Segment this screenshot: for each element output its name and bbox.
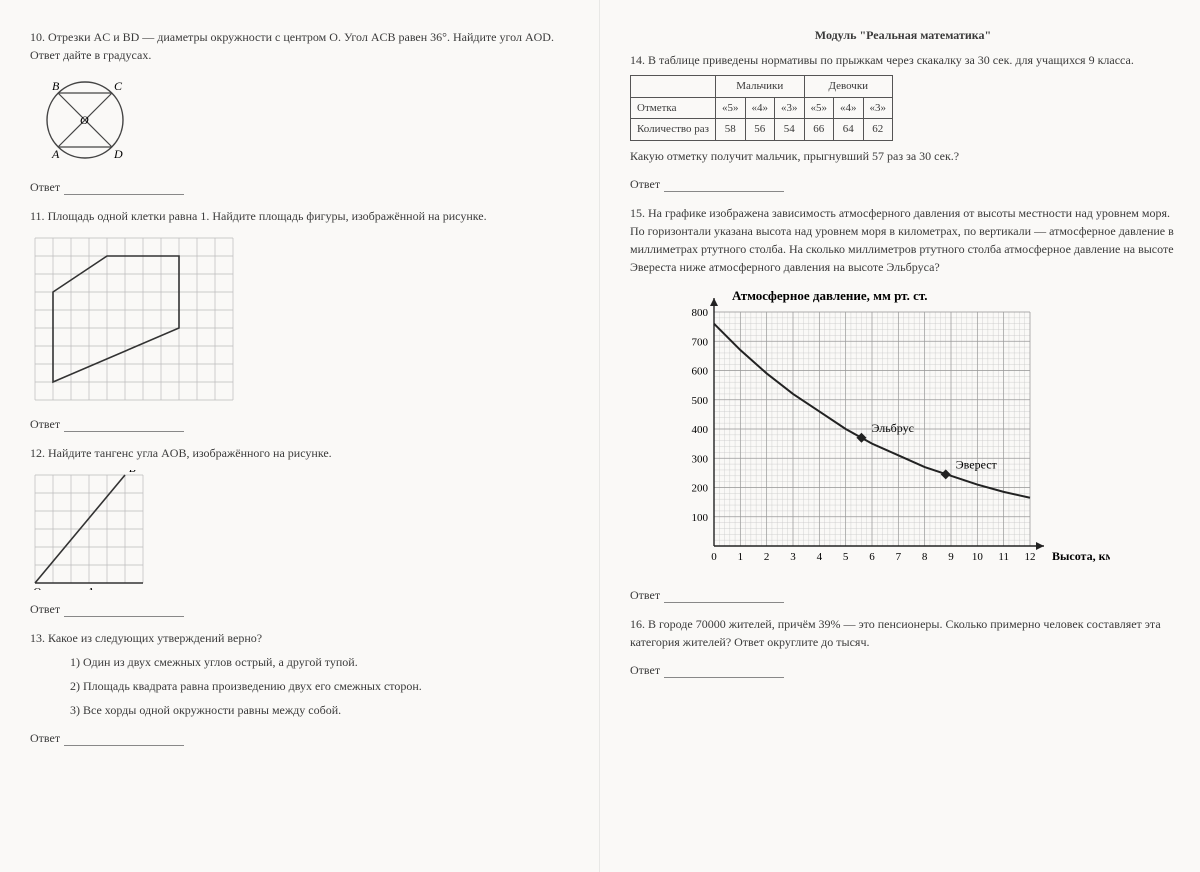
svg-text:7: 7 [896,551,902,563]
answer-12: Ответ [30,602,575,617]
svg-text:5: 5 [843,551,849,563]
option-3: 3) Все хорды одной окружности равны межд… [70,701,575,719]
svg-text:A: A [51,147,60,161]
svg-text:8: 8 [922,551,928,563]
svg-text:600: 600 [692,365,709,377]
left-page: 10. Отрезки AC и BD — диаметры окружност… [0,0,600,872]
problem-16: 16. В городе 70000 жителей, причём 39% —… [630,615,1176,651]
svg-text:O: O [33,586,41,590]
svg-text:D: D [113,147,123,161]
option-2: 2) Площадь квадрата равна произведению д… [70,677,575,695]
svg-text:4: 4 [817,551,823,563]
answer-16: Ответ [630,663,1176,678]
svg-text:10: 10 [972,551,984,563]
area-grid [30,233,240,405]
tangent-grid: O A B [30,470,150,590]
answer-15: Ответ [630,588,1176,603]
answer-10: Ответ [30,180,575,195]
answer-13: Ответ [30,731,575,746]
svg-text:6: 6 [869,551,875,563]
svg-text:700: 700 [692,336,709,348]
svg-text:Высота, км: Высота, км [1052,549,1110,563]
svg-text:Атмосферное давление, мм рт. с: Атмосферное давление, мм рт. ст. [732,288,928,303]
answer-11: Ответ [30,417,575,432]
figure-grid-11 [30,233,575,405]
norms-table: Мальчики Девочки Отметка «5» «4» «3» «5»… [630,75,893,141]
problem-14: 14. В таблице приведены нормативы по пры… [630,51,1176,165]
svg-text:500: 500 [692,394,709,406]
svg-text:300: 300 [692,453,709,465]
svg-text:800: 800 [692,307,709,319]
module-title: Модуль "Реальная математика" [630,28,1176,43]
svg-text:Эверест: Эверест [956,457,998,471]
figure-grid-12: O A B [30,470,575,590]
problem-10: 10. Отрезки AC и BD — диаметры окружност… [30,28,575,168]
right-page: Модуль "Реальная математика" 14. В табли… [600,0,1200,872]
svg-text:9: 9 [948,551,954,563]
figure-circle: B C O A D [30,72,575,168]
problem-14-question: Какую отметку получит мальчик, прыгнувши… [630,147,1176,165]
pressure-chart-wrap: 0123456789101112100200300400500600700800… [670,286,1176,576]
svg-text:B: B [129,470,136,475]
answer-14: Ответ [630,177,1176,192]
svg-text:12: 12 [1025,551,1036,563]
svg-text:3: 3 [790,551,796,563]
svg-text:1: 1 [738,551,744,563]
problem-11: 11. Площадь одной клетки равна 1. Найдит… [30,207,575,405]
problem-12: 12. Найдите тангенс угла AOB, изображённ… [30,444,575,590]
svg-text:11: 11 [998,551,1009,563]
svg-text:0: 0 [711,551,717,563]
problem-15: 15. На графике изображена зависимость ат… [630,204,1176,576]
pressure-chart: 0123456789101112100200300400500600700800… [670,286,1110,576]
svg-text:2: 2 [764,551,770,563]
circle-diagram: B C O A D [30,72,140,168]
svg-text:C: C [114,79,123,93]
svg-text:O: O [80,113,89,127]
problem-13: 13. Какое из следующих утверждений верно… [30,629,575,719]
svg-text:Эльбрус: Эльбрус [871,420,914,434]
svg-text:A: A [86,586,94,590]
svg-text:200: 200 [692,482,709,494]
problem-10-text: 10. Отрезки AC и BD — диаметры окружност… [30,30,554,62]
svg-text:B: B [52,79,60,93]
svg-text:100: 100 [692,511,709,523]
option-1: 1) Один из двух смежных углов острый, а … [70,653,575,671]
svg-text:400: 400 [692,424,709,436]
